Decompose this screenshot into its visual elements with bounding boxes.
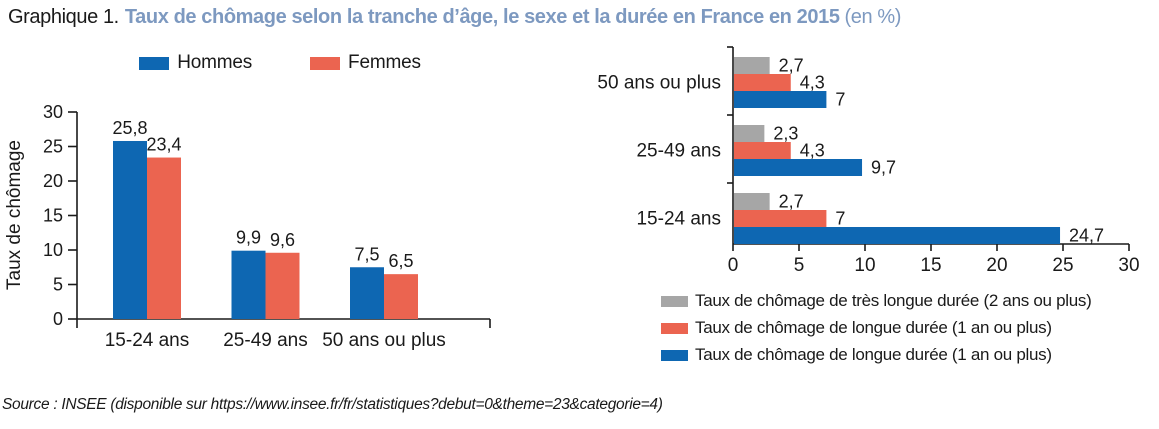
y-tick-label: 10	[43, 240, 63, 260]
y-tick-label: 25	[43, 137, 63, 157]
x-tick-label: 5	[794, 255, 805, 276]
category-label: 15-24 ans	[636, 209, 721, 230]
bar-value-label: 6,5	[388, 251, 413, 271]
legend-item: Taux de chômage de longue durée (1 an ou…	[661, 345, 1091, 365]
bar-value-label: 7	[835, 209, 845, 229]
bar-value-label: 23,4	[146, 135, 181, 155]
y-tick-label: 15	[43, 206, 63, 226]
bar-value-label: 2,3	[773, 124, 798, 144]
legend-swatch-blue	[139, 56, 170, 70]
legend-label: Femmes	[348, 52, 421, 73]
bar-value-label: 9,7	[871, 158, 896, 178]
bar-value-label: 25,8	[112, 118, 147, 138]
title-prefix: Graphique 1.	[8, 6, 119, 28]
category-label: 15-24 ans	[105, 330, 190, 351]
y-tick-label: 0	[53, 309, 63, 329]
legend-swatch-blue	[661, 349, 688, 361]
x-tick-label: 20	[986, 255, 1007, 276]
x-tick-label: 0	[728, 255, 739, 276]
legend-swatch-red	[310, 56, 341, 70]
bar-value-label: 24,7	[1069, 226, 1104, 246]
bar-value-label: 4,3	[800, 73, 825, 93]
bar-hommes-25-49-ans	[231, 250, 266, 319]
bar-red-15-24-ans	[734, 210, 827, 227]
legend-label: Taux de chômage de longue durée (1 an ou…	[695, 345, 1052, 364]
figure-title: Graphique 1. Taux de chômage selon la tra…	[8, 6, 901, 29]
x-tick-label: 25	[1052, 255, 1073, 276]
bar-hommes-50-ans-ou-plus	[350, 267, 384, 319]
title-main: Taux de chômage selon la tranche d’âge, …	[124, 6, 840, 28]
category-label: 25-49 ans	[223, 330, 308, 351]
bar-value-label: 9,9	[236, 228, 261, 248]
legend-swatch-red	[661, 322, 688, 334]
bar-blue-25-49-ans	[734, 159, 863, 176]
bar-hommes-15-24-ans	[113, 140, 147, 319]
right-chart-legend: Taux de chômage de très longue durée (2 …	[661, 291, 1092, 365]
bar-value-label: 2,7	[779, 192, 804, 212]
y-axis-title: Taux de chômage	[4, 140, 25, 290]
source-note: Source : INSEE (disponible sur https://w…	[2, 396, 663, 413]
legend-item: Femmes	[310, 52, 421, 74]
legend-swatch-gray	[661, 295, 688, 307]
legend-label: Hommes	[177, 52, 253, 73]
category-label: 50 ans ou plus	[322, 330, 446, 351]
bar-value-label: 2,7	[779, 56, 804, 76]
bar-blue-50-ans-ou-plus	[734, 91, 827, 108]
x-tick-label: 10	[854, 255, 875, 276]
bar-blue-15-24-ans	[734, 227, 1061, 244]
left-bar-chart: 0 5 10 15 20 25 30 25,823,4 15-24 ans 9,9 9,6 25-49…	[4, 102, 491, 351]
category-label: 50 ans ou plus	[597, 73, 721, 94]
bar-value-label: 9,6	[270, 230, 295, 250]
bar-femmes-50-ans-ou-plus	[384, 274, 418, 319]
legend-item: Taux de chômage de très longue durée (2 …	[661, 291, 1092, 311]
bar-value-label: 4,3	[800, 141, 825, 161]
bar-value-label: 7,5	[354, 244, 379, 264]
bar-gray-25-49-ans	[734, 125, 765, 142]
bar-red-25-49-ans	[734, 142, 791, 159]
bar-femmes-25-49-ans	[265, 252, 300, 319]
bar-gray-50-ans-ou-plus	[734, 57, 770, 74]
legend-label: Taux de chômage de très longue durée (2 …	[695, 291, 1092, 310]
y-tick-label: 5	[53, 275, 63, 295]
bar-red-50-ans-ou-plus	[734, 74, 791, 91]
bar-value-label: 7	[835, 90, 845, 110]
bar-femmes-15-24-ans	[147, 157, 181, 319]
y-tick-label: 30	[43, 102, 63, 122]
legend-item: Hommes	[139, 52, 252, 74]
title-unit: (en %)	[844, 6, 902, 28]
legend-label: Taux de chômage de longue durée (1 an ou…	[695, 318, 1052, 337]
x-tick-label: 15	[920, 255, 941, 276]
left-chart-legend: Hommes Femmes	[0, 52, 560, 74]
bar-gray-15-24-ans	[734, 193, 770, 210]
category-label: 25-49 ans	[636, 141, 721, 162]
y-tick-label: 20	[43, 171, 63, 191]
x-tick-label: 30	[1118, 255, 1139, 276]
legend-item: Taux de chômage de longue durée (1 an ou…	[661, 318, 1091, 338]
